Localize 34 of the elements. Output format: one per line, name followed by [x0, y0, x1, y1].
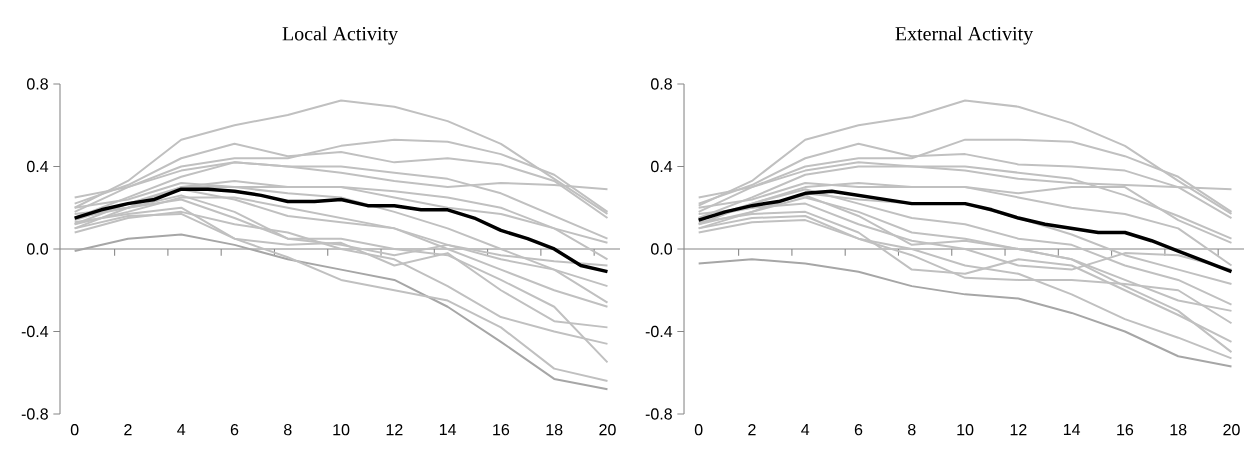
- x-tick-label: 8: [284, 424, 292, 436]
- y-tick-label: 0.4: [27, 160, 49, 173]
- x-tick-label: 12: [1010, 424, 1027, 436]
- x-tick-label: 12: [386, 424, 403, 436]
- x-tick-label: 2: [748, 424, 756, 436]
- x-tick-label: 2: [124, 424, 132, 436]
- x-tick-label: 18: [1170, 424, 1187, 436]
- x-tick-label: 14: [439, 424, 457, 436]
- x-tick-label: 0: [70, 424, 79, 436]
- y-tick-label: 0.0: [27, 243, 49, 255]
- x-tick-label: 0: [694, 424, 703, 436]
- x-tick-label: 10: [333, 424, 350, 436]
- y-tick-label: -0.8: [645, 408, 672, 420]
- chart-title: External Activity: [895, 26, 1034, 45]
- x-tick-label: 6: [230, 424, 239, 436]
- y-tick-label: 0.8: [651, 78, 672, 90]
- y-tick-label: -0.4: [645, 325, 673, 338]
- y-tick-label: 0.4: [651, 160, 673, 173]
- x-tick-label: 16: [1117, 424, 1134, 436]
- x-tick-label: 20: [1223, 424, 1240, 436]
- y-tick-label: 0.8: [27, 78, 48, 90]
- x-tick-label: 4: [177, 424, 186, 436]
- x-tick-label: 18: [546, 424, 563, 436]
- y-tick-label: -0.8: [21, 408, 48, 420]
- y-tick-label: 0.0: [651, 243, 673, 255]
- x-tick-label: 16: [493, 424, 510, 436]
- x-tick-label: 20: [599, 424, 616, 436]
- y-tick-label: -0.4: [21, 325, 49, 338]
- x-tick-label: 8: [908, 424, 916, 436]
- x-tick-label: 14: [1063, 424, 1081, 436]
- x-tick-label: 10: [957, 424, 974, 436]
- x-tick-label: 4: [801, 424, 810, 436]
- chart-title: Local Activity: [282, 26, 398, 45]
- x-tick-label: 6: [854, 424, 863, 436]
